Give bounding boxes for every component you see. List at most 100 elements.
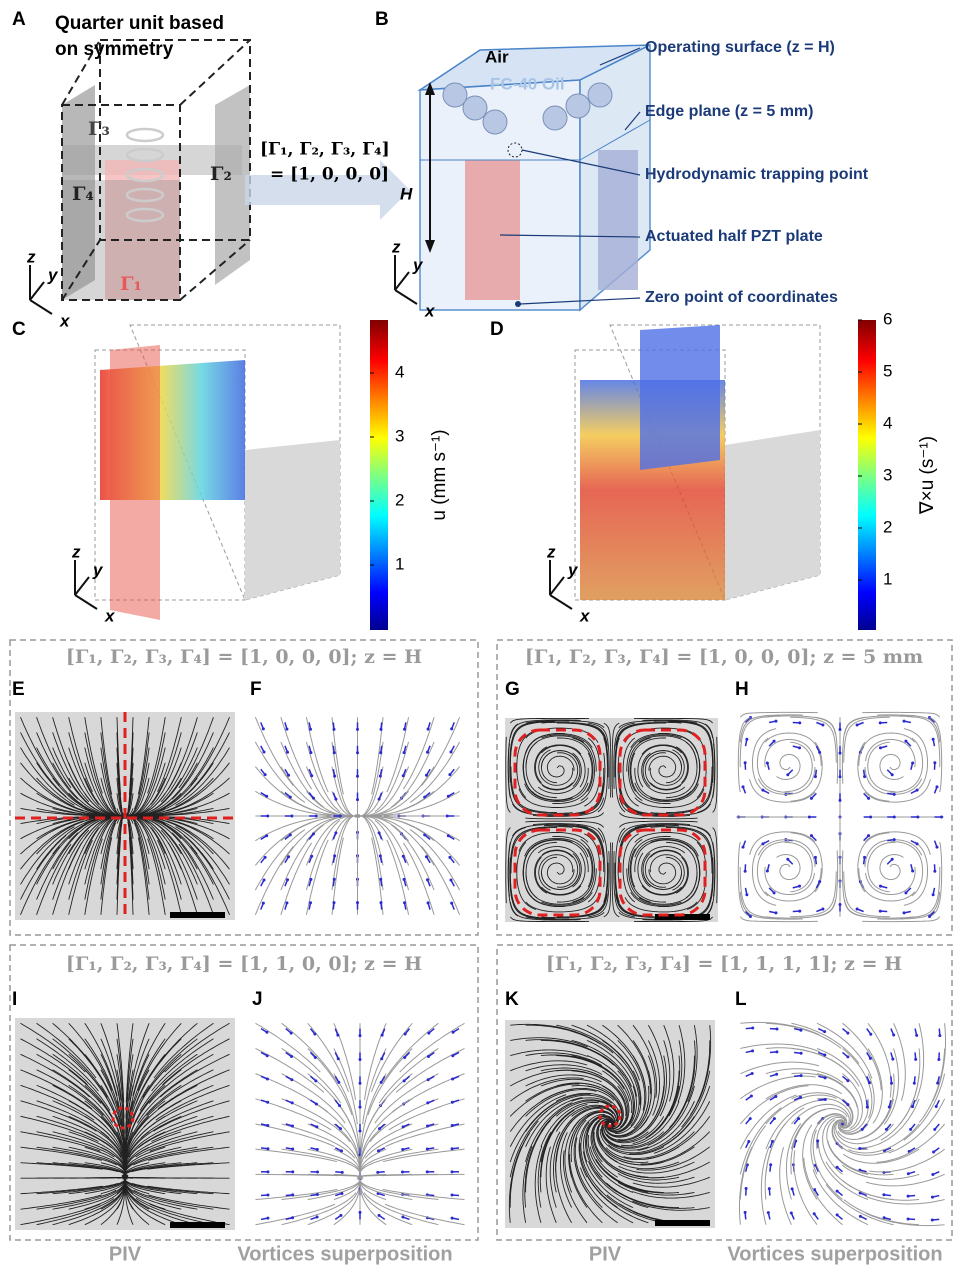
flow-arrow-head xyxy=(426,751,429,754)
flow-arrow-head xyxy=(426,1170,429,1173)
flow-arrow-head xyxy=(742,846,745,849)
flow-arrow-head xyxy=(287,855,290,858)
colorbar-label: u (mm s⁻¹) xyxy=(429,429,450,520)
flow-arrow-head xyxy=(262,902,265,905)
flow-arrow-head xyxy=(751,1072,754,1075)
condition-header: [Γ₁, Γ₂, Γ₃, Γ₄] = [1, 0, 0, 0]; z = 5 m… xyxy=(525,646,923,668)
flow-arrow-head xyxy=(931,1173,934,1176)
flow-arrow-head xyxy=(336,1034,339,1037)
colorbar-tick-label: 3 xyxy=(395,426,404,445)
flow-arrow-head xyxy=(266,1101,269,1104)
flow-arrow-head xyxy=(932,893,935,896)
streamline xyxy=(750,779,815,802)
flow-arrow-head xyxy=(290,1032,293,1035)
flow-arrow-head xyxy=(936,1082,939,1085)
flow-arrow-head xyxy=(879,910,882,913)
flow-arrow-head xyxy=(449,750,452,753)
flow-arrow-head xyxy=(359,1130,362,1133)
streamline xyxy=(785,842,813,891)
axis-arrow xyxy=(30,282,44,300)
flow-arrow-head xyxy=(312,832,315,835)
flow-arrow-head xyxy=(891,858,894,861)
flow-arrow-head xyxy=(810,834,813,837)
condition-header: [Γ₁, Γ₂, Γ₃, Γ₄] = [1, 1, 0, 0]; z = H xyxy=(66,953,422,975)
flow-arrow-head xyxy=(892,1034,895,1037)
piv-image xyxy=(505,1020,715,1228)
axis-arrow xyxy=(395,272,409,290)
streamline xyxy=(365,1124,438,1158)
flow-arrow-head xyxy=(761,842,764,845)
colorbar-tick-label: 2 xyxy=(395,490,404,509)
flow-arrow-head xyxy=(266,1194,269,1197)
footer-label: PIV xyxy=(109,1243,142,1265)
flow-arrow-head xyxy=(291,1147,294,1150)
flow-arrow-head xyxy=(289,833,292,836)
flow-arrow-head xyxy=(813,1212,816,1215)
streamline xyxy=(360,1099,386,1172)
flow-arrow-head xyxy=(356,775,359,778)
footer-label: Vortices superposition xyxy=(237,1243,452,1265)
flow-arrow-head xyxy=(264,773,267,776)
flow-arrow-head xyxy=(402,855,405,858)
flow-arrow-head xyxy=(403,728,406,731)
streamline xyxy=(147,1178,230,1179)
flow-arrow-head xyxy=(774,720,777,723)
flow-arrow-head xyxy=(427,1032,430,1035)
flow-arrow-head xyxy=(800,1052,803,1055)
flow-arrow-head xyxy=(914,1058,917,1061)
streamline xyxy=(904,842,927,905)
colorbar-tick-label: 2 xyxy=(883,517,892,536)
flow-arrow-head xyxy=(379,901,382,904)
flow-arrow-head xyxy=(359,1058,362,1061)
flow-arrow-head xyxy=(907,1195,910,1198)
flow-arrow-head xyxy=(266,1124,269,1127)
flow-arrow-head xyxy=(290,1078,293,1081)
flow-arrow-head xyxy=(940,816,943,819)
flow-arrow-head xyxy=(333,751,336,754)
flow-arrow-head xyxy=(751,1049,754,1052)
flow-arrow-head xyxy=(767,1211,770,1214)
panel-label: G xyxy=(505,679,520,700)
flow-arrow-head xyxy=(836,1166,839,1169)
flow-arrow-head xyxy=(334,831,337,834)
flow-arrow-head xyxy=(861,1128,864,1131)
flow-arrow-head xyxy=(775,1050,778,1053)
axis-label: x xyxy=(59,311,71,330)
flow-arrow-head xyxy=(928,915,931,918)
flow-arrow-head xyxy=(911,761,914,764)
flow-arrow-head xyxy=(309,901,312,904)
flow-arrow-head xyxy=(401,1216,404,1219)
flow-arrow-head xyxy=(266,1217,269,1220)
flow-arrow-head xyxy=(378,798,381,801)
panel-title: Quarter unit based xyxy=(55,13,224,34)
flow-arrow-head xyxy=(913,1082,916,1085)
streamline xyxy=(785,742,813,791)
flow-arrow-head xyxy=(768,1187,771,1190)
flow-arrow-head xyxy=(766,870,769,873)
flow-arrow-head xyxy=(338,1104,341,1107)
flow-arrow-head xyxy=(893,816,896,819)
flow-arrow-head xyxy=(377,1149,380,1152)
piv-image xyxy=(15,1018,235,1230)
flow-arrow-head xyxy=(879,885,882,888)
flow-arrow-head xyxy=(379,728,382,731)
axis-label: z xyxy=(391,237,401,256)
flow-arrow-head xyxy=(452,1031,455,1034)
flow-arrow-head xyxy=(265,834,268,837)
flow-arrow-head xyxy=(911,1105,914,1108)
flow-arrow-head xyxy=(935,846,938,849)
flow-arrow-head xyxy=(426,1124,429,1127)
flow-arrow-head xyxy=(893,793,896,796)
flow-arrow-head xyxy=(339,1127,342,1130)
panel-label: H xyxy=(735,679,749,700)
flow-arrow-head xyxy=(808,816,811,819)
flow-arrow-head xyxy=(932,1150,935,1153)
gamma-label: Γ₃ xyxy=(88,118,110,140)
panel-label: I xyxy=(12,989,17,1010)
flow-arrow-head xyxy=(359,1082,362,1085)
streamline xyxy=(865,767,922,794)
flow-arrow-head xyxy=(378,1214,381,1217)
flow-arrow-head xyxy=(265,795,268,798)
flow-arrow-head xyxy=(316,1216,319,1219)
flow-arrow-head xyxy=(799,1029,802,1032)
